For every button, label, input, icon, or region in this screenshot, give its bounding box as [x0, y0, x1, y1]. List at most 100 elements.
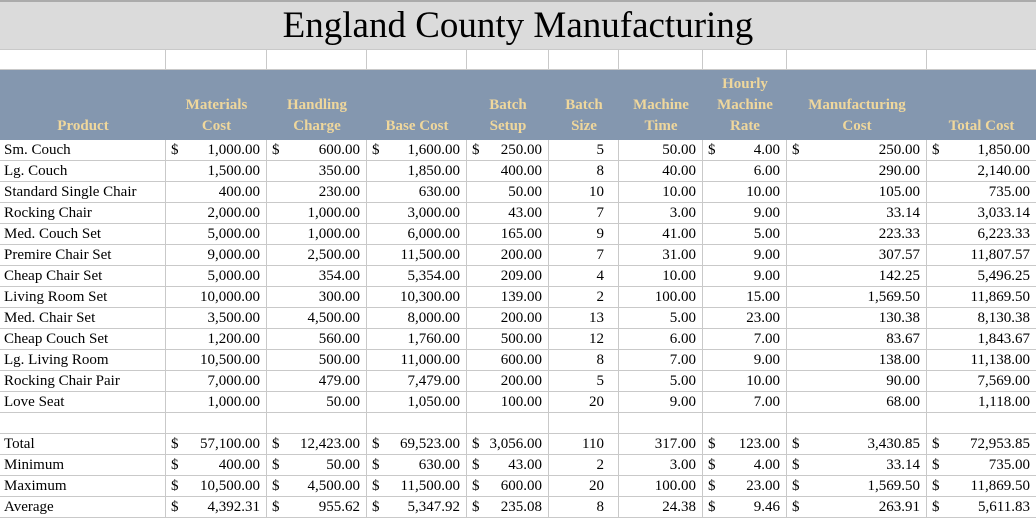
product-cell[interactable]: Sm. Couch	[0, 140, 166, 161]
batch-size-cell[interactable]: 8	[549, 161, 619, 182]
machine-time-cell[interactable]: 50.00	[619, 140, 703, 161]
batch-size-cell[interactable]: 20	[549, 476, 619, 497]
hourly-machine-rate-cell[interactable]: $123.00	[703, 434, 787, 455]
batch-setup-cell[interactable]: $43.00	[467, 455, 549, 476]
batch-size-cell[interactable]: 2	[549, 287, 619, 308]
total-cost-cell[interactable]: $11,869.50	[927, 476, 1036, 497]
hourly-machine-rate-cell[interactable]: 7.00	[703, 392, 787, 413]
batch-setup-cell[interactable]: 100.00	[467, 392, 549, 413]
manufacturing-cost-cell[interactable]: $1,569.50	[787, 476, 927, 497]
blank-cell[interactable]	[927, 50, 1036, 70]
hourly-machine-rate-cell[interactable]: 9.00	[703, 203, 787, 224]
blank-cell[interactable]	[166, 413, 267, 434]
blank-cell[interactable]	[267, 50, 367, 70]
base-cost-cell[interactable]: $5,347.92	[367, 497, 467, 518]
handling-charge-cell[interactable]: 50.00	[267, 392, 367, 413]
col-header-handling-charge[interactable]: Handling Charge	[286, 97, 348, 134]
product-cell[interactable]: Cheap Chair Set	[0, 266, 166, 287]
handling-charge-cell[interactable]: 1,000.00	[267, 203, 367, 224]
batch-size-cell[interactable]: 7	[549, 245, 619, 266]
total-cost-cell[interactable]: $1,850.00	[927, 140, 1036, 161]
batch-size-cell[interactable]: 110	[549, 434, 619, 455]
blank-cell[interactable]	[549, 413, 619, 434]
hourly-machine-rate-cell[interactable]: $9.46	[703, 497, 787, 518]
machine-time-cell[interactable]: 3.00	[619, 455, 703, 476]
materials-cost-cell[interactable]: $4,392.31	[166, 497, 267, 518]
blank-cell[interactable]	[467, 413, 549, 434]
batch-setup-cell[interactable]: $250.00	[467, 140, 549, 161]
hourly-machine-rate-cell[interactable]: $4.00	[703, 455, 787, 476]
product-cell[interactable]: Total	[0, 434, 166, 455]
base-cost-cell[interactable]: $11,500.00	[367, 476, 467, 497]
batch-setup-cell[interactable]: 500.00	[467, 329, 549, 350]
manufacturing-cost-cell[interactable]: 105.00	[787, 182, 927, 203]
hourly-machine-rate-cell[interactable]: 10.00	[703, 182, 787, 203]
materials-cost-cell[interactable]: 1,000.00	[166, 392, 267, 413]
product-cell[interactable]: Med. Couch Set	[0, 224, 166, 245]
base-cost-cell[interactable]: 630.00	[367, 182, 467, 203]
base-cost-cell[interactable]: 1,760.00	[367, 329, 467, 350]
total-cost-cell[interactable]: $72,953.85	[927, 434, 1036, 455]
machine-time-cell[interactable]: 40.00	[619, 161, 703, 182]
batch-setup-cell[interactable]: 50.00	[467, 182, 549, 203]
hourly-machine-rate-cell[interactable]: 5.00	[703, 224, 787, 245]
base-cost-cell[interactable]: 1,850.00	[367, 161, 467, 182]
manufacturing-cost-cell[interactable]: 307.57	[787, 245, 927, 266]
col-header-batch-size[interactable]: Batch Size	[565, 97, 603, 134]
col-header-base-cost[interactable]: Base Cost	[385, 118, 449, 134]
product-cell[interactable]: Living Room Set	[0, 287, 166, 308]
batch-setup-cell[interactable]: $600.00	[467, 476, 549, 497]
materials-cost-cell[interactable]: 10,000.00	[166, 287, 267, 308]
materials-cost-cell[interactable]: $57,100.00	[166, 434, 267, 455]
col-header-total-cost[interactable]: Total Cost	[948, 118, 1015, 134]
manufacturing-cost-cell[interactable]: 142.25	[787, 266, 927, 287]
total-cost-cell[interactable]: $5,611.83	[927, 497, 1036, 518]
machine-time-cell[interactable]: 10.00	[619, 182, 703, 203]
batch-setup-cell[interactable]: $3,056.00	[467, 434, 549, 455]
base-cost-cell[interactable]: $630.00	[367, 455, 467, 476]
base-cost-cell[interactable]: 11,000.00	[367, 350, 467, 371]
blank-cell[interactable]	[166, 50, 267, 70]
machine-time-cell[interactable]: 9.00	[619, 392, 703, 413]
batch-size-cell[interactable]: 12	[549, 329, 619, 350]
total-cost-cell[interactable]: 5,496.25	[927, 266, 1036, 287]
materials-cost-cell[interactable]: 400.00	[166, 182, 267, 203]
hourly-machine-rate-cell[interactable]: $4.00	[703, 140, 787, 161]
batch-size-cell[interactable]: 4	[549, 266, 619, 287]
hourly-machine-rate-cell[interactable]: 10.00	[703, 371, 787, 392]
col-header-product[interactable]: Product	[57, 118, 109, 134]
materials-cost-cell[interactable]: 5,000.00	[166, 266, 267, 287]
batch-setup-cell[interactable]: 200.00	[467, 245, 549, 266]
total-cost-cell[interactable]: 6,223.33	[927, 224, 1036, 245]
total-cost-cell[interactable]: 735.00	[927, 182, 1036, 203]
batch-size-cell[interactable]: 5	[549, 371, 619, 392]
materials-cost-cell[interactable]: $1,000.00	[166, 140, 267, 161]
manufacturing-cost-cell[interactable]: 90.00	[787, 371, 927, 392]
manufacturing-cost-cell[interactable]: 68.00	[787, 392, 927, 413]
machine-time-cell[interactable]: 6.00	[619, 329, 703, 350]
hourly-machine-rate-cell[interactable]: 15.00	[703, 287, 787, 308]
hourly-machine-rate-cell[interactable]: 9.00	[703, 350, 787, 371]
product-cell[interactable]: Lg. Couch	[0, 161, 166, 182]
product-cell[interactable]: Love Seat	[0, 392, 166, 413]
materials-cost-cell[interactable]: 9,000.00	[166, 245, 267, 266]
batch-size-cell[interactable]: 13	[549, 308, 619, 329]
machine-time-cell[interactable]: 7.00	[619, 350, 703, 371]
materials-cost-cell[interactable]: $10,500.00	[166, 476, 267, 497]
batch-size-cell[interactable]: 5	[549, 140, 619, 161]
manufacturing-cost-cell[interactable]: 290.00	[787, 161, 927, 182]
blank-cell[interactable]	[0, 413, 166, 434]
total-cost-cell[interactable]: $735.00	[927, 455, 1036, 476]
manufacturing-cost-cell[interactable]: 130.38	[787, 308, 927, 329]
machine-time-cell[interactable]: 3.00	[619, 203, 703, 224]
total-cost-cell[interactable]: 8,130.38	[927, 308, 1036, 329]
product-cell[interactable]: Med. Chair Set	[0, 308, 166, 329]
base-cost-cell[interactable]: 1,050.00	[367, 392, 467, 413]
blank-cell[interactable]	[0, 50, 166, 70]
total-cost-cell[interactable]: 2,140.00	[927, 161, 1036, 182]
total-cost-cell[interactable]: 1,843.67	[927, 329, 1036, 350]
manufacturing-cost-cell[interactable]: 223.33	[787, 224, 927, 245]
col-header-batch-setup[interactable]: Batch Setup	[489, 97, 527, 134]
hourly-machine-rate-cell[interactable]: $23.00	[703, 476, 787, 497]
blank-cell[interactable]	[619, 413, 703, 434]
